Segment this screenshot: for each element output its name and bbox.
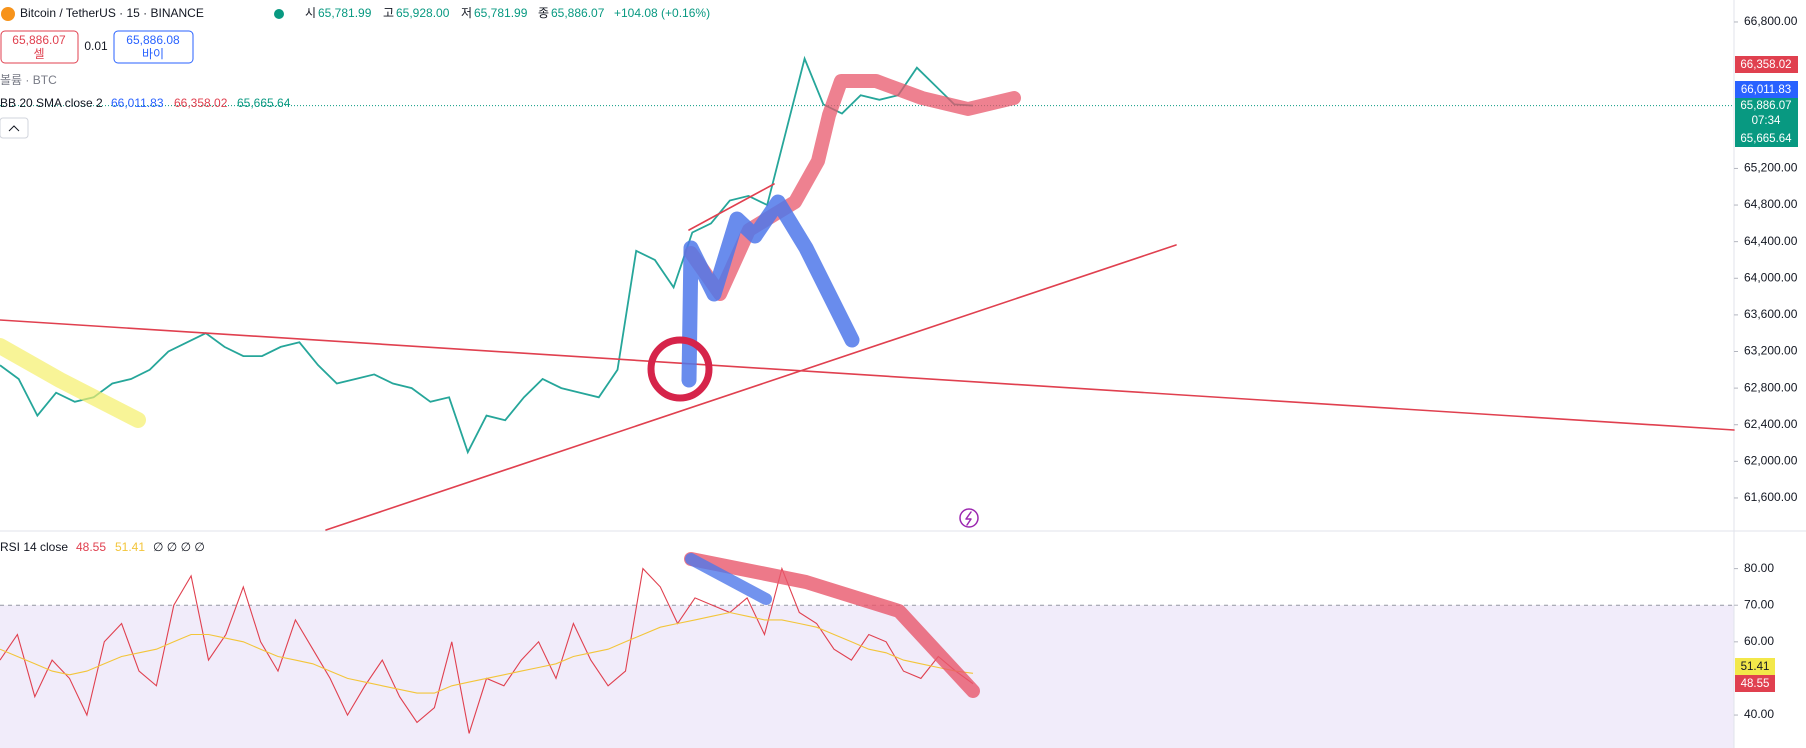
rsi-value: 48.55: [76, 540, 106, 554]
sell-button[interactable]: [0, 30, 79, 64]
rsi-label: 51.41: [1741, 661, 1770, 673]
highlight: [0, 338, 146, 428]
highlight: [684, 74, 1021, 301]
rsi-ma-value: 51.41: [115, 540, 145, 554]
collapse-button[interactable]: [0, 117, 29, 139]
y-tick-label: 61,600.00: [1744, 490, 1798, 504]
y-tick-label: 65,200.00: [1744, 161, 1798, 175]
ohlc-value: 65,886.07: [551, 6, 605, 20]
price-label-box: [1735, 98, 1798, 130]
rsi-label-box: [1735, 675, 1775, 692]
price-label: 66,011.83: [1741, 84, 1791, 96]
drawings: [0, 74, 1735, 698]
highlight: [684, 552, 980, 698]
trend-line: [325, 244, 1177, 531]
buy-price: 65,886.08: [126, 33, 180, 47]
rsi-title: RSI 14 close: [0, 540, 68, 554]
rsi-band: [0, 605, 1734, 748]
price-label: 66,358.02: [1740, 59, 1791, 71]
bb-title: BB 20 SMA close 2: [0, 96, 103, 110]
y-tick-label: 63,600.00: [1744, 307, 1798, 321]
y-tick-label: 64,000.00: [1744, 270, 1798, 284]
ohlc-value: 65,928.00: [396, 6, 450, 20]
status-dot: [274, 9, 284, 19]
y-tick-label: 64,800.00: [1744, 197, 1798, 211]
y-tick-label: 62,800.00: [1744, 380, 1798, 394]
countdown: 07:34: [1752, 115, 1781, 127]
series-line: [0, 55, 974, 455]
spread: 0.01: [84, 39, 108, 53]
bb-basis: 66,011.83: [111, 96, 164, 110]
bb-lower: 65,665.64: [237, 96, 291, 110]
y-tick-label: 66,800.00: [1744, 14, 1798, 28]
symbol-title[interactable]: Bitcoin / TetherUS · 15 · BINANCE: [20, 6, 204, 20]
replay-icon-bolt: [965, 511, 972, 526]
price-labels: 66,358.02 66,011.83 65,886.07 07:34 65,6…: [1735, 56, 1798, 692]
bb-upper: 66,358.02: [174, 96, 228, 110]
replay-icon[interactable]: [959, 508, 979, 528]
y-tick-label: 63,200.00: [1744, 344, 1798, 358]
trend-line: [688, 183, 775, 231]
ohlc-label: 종: [538, 6, 549, 20]
buy-label: 바이: [142, 47, 164, 61]
plot: 66,800.00 65,200.00 64,800.00 64,400.00 64,0…: [0, 14, 1798, 734]
ohlc-label: 고: [383, 6, 394, 20]
ohlc-label: 저: [461, 6, 472, 20]
rsi-label: 48.55: [1741, 678, 1770, 690]
rsi-label-box: [1735, 658, 1775, 675]
y-tick-label: 80.00: [1744, 561, 1774, 575]
change: +104.08 (+0.16%): [614, 6, 710, 20]
sell-label: 셀: [33, 47, 44, 61]
circle-mark: [647, 336, 713, 402]
price-label: 65,886.07: [1740, 100, 1791, 112]
price-label-box: [1735, 130, 1798, 147]
y-tick-label: 62,000.00: [1744, 454, 1798, 468]
sell-price: 65,886.07: [12, 33, 66, 47]
price-label-box: [1735, 81, 1798, 98]
series-line: [0, 611, 974, 694]
ohlc-value: 65,781.99: [474, 6, 528, 20]
y-tick-label: 70.00: [1744, 597, 1774, 611]
highlight: [685, 553, 772, 605]
y-tick-label: 60.00: [1744, 634, 1774, 648]
price-label-box: [1735, 56, 1798, 73]
y-tick-label: 40.00: [1744, 707, 1774, 721]
ohlc-label: 시: [305, 6, 316, 20]
price-label: 65,665.64: [1740, 133, 1792, 145]
y-tick-label: 64,400.00: [1744, 234, 1798, 248]
trend-line: [0, 319, 1735, 431]
coin-icon: [1, 7, 15, 21]
buy-button[interactable]: [113, 30, 194, 64]
collapse-icon: [8, 125, 20, 132]
highlight: [681, 194, 860, 388]
y-tick-label: 62,400.00: [1744, 417, 1798, 431]
volume-label: 볼륨 · BTC: [0, 73, 57, 87]
rsi-extra: ∅ ∅ ∅ ∅: [153, 540, 205, 554]
ohlc-value: 65,781.99: [318, 6, 372, 20]
